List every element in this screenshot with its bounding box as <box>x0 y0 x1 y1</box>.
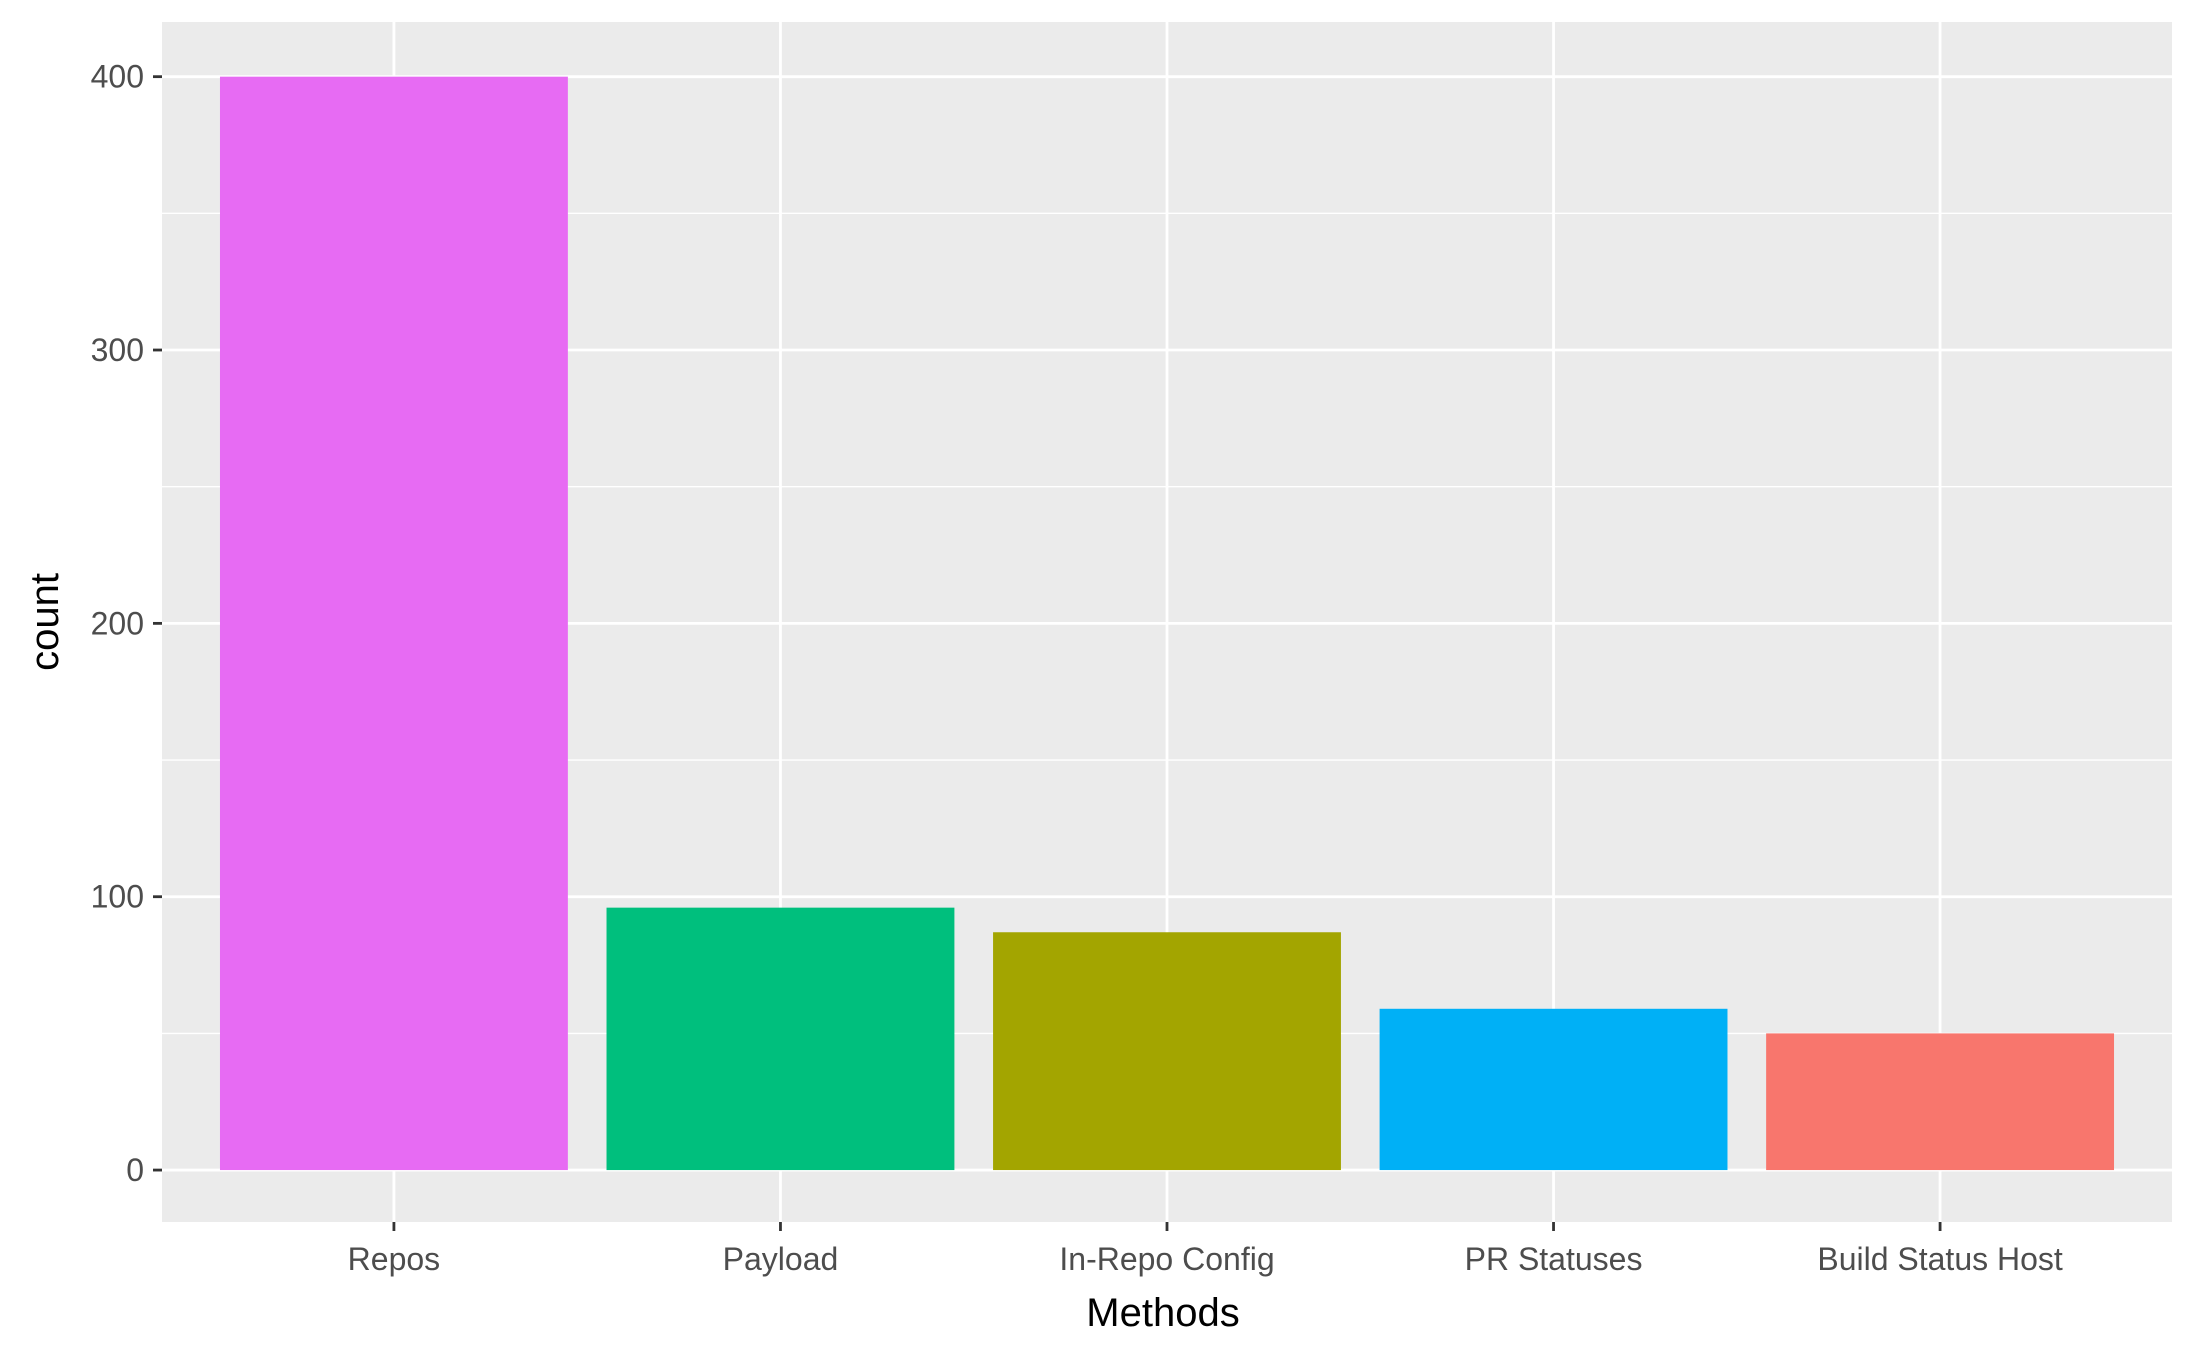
bars <box>219 76 2115 1171</box>
bar-0 <box>219 76 568 1171</box>
x-tick-label: Build Status Host <box>1817 1241 2063 1277</box>
bar-1 <box>606 907 955 1171</box>
x-tick-label: PR Statuses <box>1465 1241 1643 1277</box>
x-tick-label: In-Repo Config <box>1059 1241 1274 1277</box>
x-tick-label: Payload <box>723 1241 839 1277</box>
y-tick-label: 0 <box>126 1152 144 1188</box>
y-tick-label: 300 <box>91 332 144 368</box>
y-tick-label: 400 <box>91 59 144 95</box>
bar-2 <box>993 932 1341 1171</box>
y-tick-label: 100 <box>91 879 144 915</box>
x-tick-label: Repos <box>348 1241 441 1277</box>
bar-4 <box>1766 1033 2115 1171</box>
axes: 0 100 200 300 400 Repos Payload In-Repo Config P… <box>91 59 2063 1277</box>
x-axis-title: Methods <box>1086 1291 1239 1335</box>
y-axis-title: count <box>23 573 67 671</box>
y-tick-label: 200 <box>91 605 144 641</box>
bar-3 <box>1379 1008 1728 1171</box>
